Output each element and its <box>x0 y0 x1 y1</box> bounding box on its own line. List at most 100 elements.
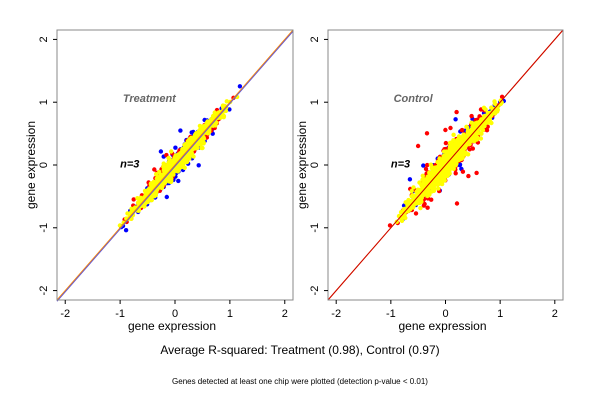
treatment-replicate-yellow-point <box>201 141 206 146</box>
control-x-tick-label: 2 <box>552 308 558 320</box>
treatment-replicate-yellow-point <box>147 186 152 191</box>
treatment-replicate-yellow-point <box>167 173 172 179</box>
control-replicate-red-point <box>443 140 449 146</box>
treatment-y-tick-label: 2 <box>38 36 50 42</box>
control-replicate-red-point <box>459 128 465 133</box>
treatment-replicate-yellow-point <box>153 180 159 185</box>
treatment-replicate-blue-point <box>176 178 181 184</box>
treatment-replicate-yellow-point <box>166 155 171 161</box>
control-replicate-yellow-point <box>416 190 421 195</box>
control-replicate-yellow-point <box>446 149 451 154</box>
control-replicate-red-point <box>424 131 430 136</box>
control-replicate-yellow-point <box>489 105 494 110</box>
control-replicate-red-point <box>454 201 460 206</box>
control-x-axis: -2 -1 0 1 2 <box>331 300 558 320</box>
treatment-replicate-red-point <box>152 167 157 172</box>
control-replicate-yellow-point <box>429 173 434 178</box>
control-replicate-yellow-point <box>414 195 419 200</box>
control-y-tick-label: -1 <box>309 223 321 233</box>
treatment-replicate-blue-point <box>189 130 194 135</box>
control-panel: -2 -1 0 1 2 -2 -1 0 1 2 gene expression gene exp… <box>295 29 564 333</box>
control-replicate-yellow-point <box>436 186 441 191</box>
control-replicate-yellow-point <box>406 197 411 203</box>
control-replicate-red-point <box>443 127 448 133</box>
treatment-replicate-yellow-point <box>221 113 227 119</box>
control-replicate-yellow-point <box>426 192 432 197</box>
control-replicate-yellow-point <box>418 205 423 211</box>
control-replicate-yellow-point <box>445 152 450 158</box>
control-replicate-blue-point <box>453 117 458 122</box>
control-replicate-yellow-point <box>398 210 404 215</box>
control-replicate-yellow-point <box>442 178 447 183</box>
treatment-replicate-yellow-point <box>189 140 194 145</box>
treatment-replicate-yellow-point <box>155 175 160 180</box>
control-replicate-yellow-point <box>403 215 408 221</box>
control-replicate-yellow-point <box>464 124 469 129</box>
control-replicate-red-point <box>425 205 430 210</box>
treatment-y-axis-title: gene expression <box>24 121 38 209</box>
control-replicate-red-point <box>499 94 505 100</box>
control-replicate-red-point <box>466 173 471 179</box>
treatment-panel-title: Treatment <box>123 93 177 105</box>
treatment-x-tick-label: -1 <box>115 308 125 320</box>
treatment-replicate-blue-point <box>237 84 243 89</box>
treatment-y-tick-label: -1 <box>38 223 50 233</box>
treatment-replicate-blue-point <box>196 163 201 168</box>
treatment-replicate-yellow-point <box>218 115 223 120</box>
control-replicate-yellow-point <box>442 149 448 154</box>
control-replicate-red-point <box>387 223 393 228</box>
control-replicate-yellow-point <box>463 134 469 139</box>
control-replicate-yellow-point <box>451 147 457 152</box>
control-y-axis: -2 -1 0 1 2 <box>309 36 328 295</box>
treatment-replicate-yellow-point <box>169 158 175 164</box>
control-x-tick-label: 1 <box>497 308 503 320</box>
control-replicate-yellow-point <box>429 181 434 187</box>
treatment-y-tick-label: -2 <box>38 286 50 296</box>
treatment-fit-line <box>56 30 294 302</box>
treatment-y-axis: -2 -1 0 1 2 <box>38 36 57 295</box>
r-squared-summary: Average R-squared: Treatment (0.98), Con… <box>160 343 440 357</box>
control-fit-line <box>327 29 564 301</box>
treatment-x-tick-label: 2 <box>282 308 288 320</box>
control-replicate-yellow-point <box>498 98 503 103</box>
treatment-replicate-yellow-point <box>148 195 153 200</box>
treatment-n-annotation: n=3 <box>120 159 139 171</box>
treatment-replicate-yellow-point <box>166 160 171 165</box>
control-replicate-yellow-point <box>451 132 456 137</box>
control-replicate-yellow-point <box>409 194 414 199</box>
treatment-y-tick-label: 1 <box>38 99 50 105</box>
control-replicate-yellow-point <box>489 120 494 126</box>
control-replicate-yellow-point <box>469 120 474 125</box>
treatment-x-tick-label: 0 <box>172 308 178 320</box>
treatment-replicate-yellow-point <box>157 169 162 175</box>
treatment-x-tick-label: 1 <box>227 308 233 320</box>
treatment-replicate-yellow-point <box>185 139 191 144</box>
control-replicate-yellow-point <box>436 165 441 171</box>
control-replicate-yellow-point <box>443 168 448 174</box>
control-x-tick-label: 0 <box>442 308 448 320</box>
control-replicate-yellow-point <box>431 166 436 171</box>
control-replicate-yellow-point <box>477 131 482 136</box>
control-replicate-yellow-point <box>478 136 484 141</box>
control-replicate-yellow-point <box>429 185 434 190</box>
treatment-replicate-yellow-point <box>182 165 187 170</box>
control-replicate-yellow-point <box>429 189 434 194</box>
treatment-replicate-red-point <box>131 197 136 202</box>
treatment-reference-lines <box>56 29 294 302</box>
control-reference-lines <box>327 29 564 301</box>
treatment-replicate-yellow-point <box>163 165 168 170</box>
control-replicate-blue-point <box>421 163 426 168</box>
control-replicate-red-point <box>469 113 474 119</box>
treatment-replicate-yellow-point <box>161 161 166 166</box>
control-replicate-yellow-point <box>460 150 466 155</box>
treatment-replicate-yellow-point <box>165 177 171 183</box>
control-replicate-yellow-point <box>411 185 416 190</box>
control-y-axis-title: gene expression <box>295 121 309 209</box>
control-replicate-yellow-point <box>447 171 452 176</box>
treatment-replicate-yellow-point <box>162 170 167 175</box>
control-replicate-yellow-point <box>473 121 479 126</box>
treatment-replicate-yellow-point <box>189 151 194 156</box>
control-replicate-yellow-point <box>439 172 445 178</box>
control-replicate-red-point <box>429 197 434 202</box>
control-y-tick-label: 2 <box>309 36 321 42</box>
